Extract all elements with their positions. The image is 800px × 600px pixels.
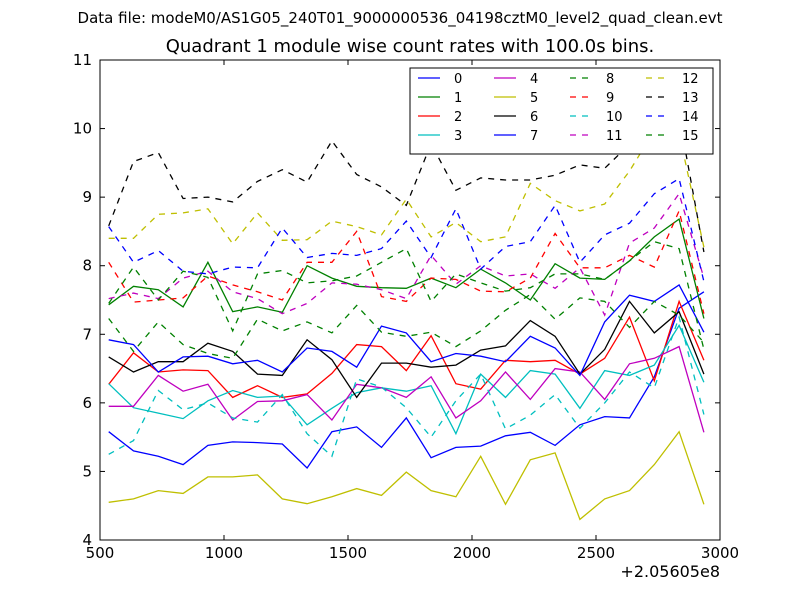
series-line-11 bbox=[108, 192, 705, 317]
legend-label-14: 14 bbox=[682, 110, 699, 125]
figure-suptitle: Data file: modeM0/AS1G05_240T01_90000005… bbox=[77, 9, 723, 27]
legend-label-6: 6 bbox=[530, 110, 538, 125]
series-line-0 bbox=[108, 291, 705, 470]
series-line-13 bbox=[108, 105, 705, 253]
x-tick-label: 1500 bbox=[329, 544, 367, 562]
legend-label-11: 11 bbox=[606, 129, 623, 144]
y-tick-label: 4 bbox=[82, 531, 92, 549]
legend-label-7: 7 bbox=[530, 129, 538, 144]
y-tick-label: 11 bbox=[73, 51, 92, 69]
series-line-15 bbox=[108, 240, 705, 350]
legend-label-3: 3 bbox=[454, 129, 462, 144]
x-offset-label: +2.05605e8 bbox=[620, 562, 720, 581]
y-tick-label: 9 bbox=[82, 188, 92, 206]
legend-label-2: 2 bbox=[454, 110, 462, 125]
series-line-14 bbox=[108, 177, 705, 282]
legend-label-10: 10 bbox=[606, 110, 623, 125]
legend-label-15: 15 bbox=[682, 129, 699, 144]
series-layer bbox=[108, 105, 705, 521]
y-tick-label: 6 bbox=[82, 394, 92, 412]
x-tick-label: 1000 bbox=[205, 544, 243, 562]
series-line-7 bbox=[108, 283, 705, 377]
y-tick-label: 10 bbox=[73, 120, 92, 138]
legend-label-9: 9 bbox=[606, 91, 614, 106]
legend-label-12: 12 bbox=[682, 72, 699, 87]
series-line-8 bbox=[108, 293, 705, 360]
y-tick-label: 8 bbox=[82, 257, 92, 275]
series-line-10 bbox=[108, 314, 705, 458]
x-tick-label: 500 bbox=[86, 544, 115, 562]
series-line-5 bbox=[108, 430, 705, 521]
legend-label-8: 8 bbox=[606, 72, 614, 87]
x-tick-label: 3000 bbox=[701, 544, 739, 562]
series-line-9 bbox=[108, 208, 705, 314]
series-line-3 bbox=[108, 324, 705, 436]
series-line-1 bbox=[108, 218, 705, 319]
legend-label-1: 1 bbox=[454, 91, 462, 106]
chart-title: Quadrant 1 module wise count rates with … bbox=[165, 36, 655, 57]
plot-frame bbox=[99, 59, 721, 541]
series-line-12 bbox=[108, 129, 705, 248]
x-tick-label: 2000 bbox=[453, 544, 491, 562]
y-tick-label: 5 bbox=[82, 462, 92, 480]
legend-label-4: 4 bbox=[530, 72, 538, 87]
legend-box bbox=[409, 67, 714, 155]
legend-label-13: 13 bbox=[682, 91, 699, 106]
series-line-6 bbox=[108, 300, 705, 399]
series-line-4 bbox=[108, 345, 705, 433]
legend-label-0: 0 bbox=[454, 72, 462, 87]
y-tick-label: 7 bbox=[82, 325, 92, 343]
x-tick-label: 2500 bbox=[577, 544, 615, 562]
legend-label-5: 5 bbox=[530, 91, 538, 106]
series-line-2 bbox=[108, 299, 705, 399]
